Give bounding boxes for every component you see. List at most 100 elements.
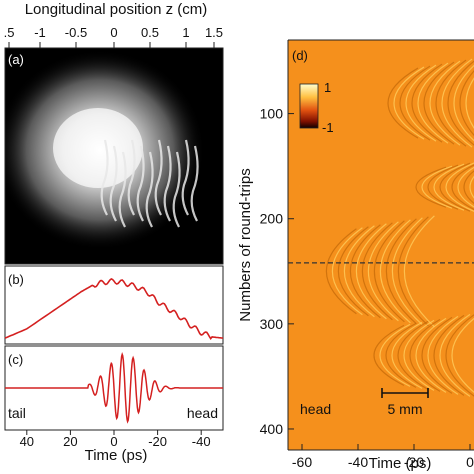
panel-d-fringe bbox=[421, 165, 453, 209]
panel-d-image bbox=[288, 40, 474, 450]
panel-a-xlabel: Longitudinal position z (cm) bbox=[25, 1, 208, 18]
panel-d-xtick-label: -40 bbox=[348, 454, 368, 470]
panel-a-streak bbox=[145, 151, 154, 228]
panel-c-series-line bbox=[5, 352, 223, 424]
panel-d-xtick-label: 0 bbox=[466, 454, 474, 470]
panel-d-fringe bbox=[433, 163, 465, 211]
panel-a-streak bbox=[163, 145, 172, 222]
panel-d-fringe bbox=[447, 60, 474, 146]
panel-a-tick-label: 0.5 bbox=[141, 25, 159, 40]
panel-d-fringe bbox=[439, 162, 471, 212]
panel-d-fringe bbox=[451, 317, 474, 393]
panel-d-fringe bbox=[337, 226, 369, 317]
panel-d-fringe bbox=[325, 228, 357, 315]
panel-c-annotation-head: head bbox=[187, 405, 218, 421]
panel-d-fringe bbox=[367, 221, 399, 322]
panel-d-colorbar bbox=[299, 83, 319, 129]
panel-a-streak bbox=[154, 139, 163, 216]
panel-d-y-ticks: 100 200 300 400 bbox=[260, 106, 294, 437]
panel-d-scale-bar bbox=[381, 388, 429, 398]
panel-d-ytick-label: 400 bbox=[260, 421, 284, 437]
panel-c-tick-label: 20 bbox=[63, 434, 77, 449]
panel-a-tick-label: 1 bbox=[182, 25, 189, 40]
panel-d-xtick-label: -60 bbox=[292, 454, 312, 470]
panel-a-streak bbox=[190, 145, 199, 222]
panel-d-fringe bbox=[399, 65, 431, 141]
panel-a-streak bbox=[118, 151, 127, 228]
panel-a-streak bbox=[109, 145, 118, 222]
panel-d-fringe bbox=[355, 223, 387, 320]
panel-a-streak bbox=[127, 139, 136, 216]
panel-c-x-ticks: 40 20 0 -20 -40 bbox=[20, 430, 211, 449]
panel-a-streak bbox=[136, 145, 145, 222]
panel-d-fringe bbox=[349, 224, 381, 319]
panel-d-fringe bbox=[379, 323, 411, 387]
panel-a-tick-label: -1 bbox=[34, 25, 46, 40]
panel-d-fringe bbox=[415, 317, 447, 393]
panel-d-scale-bar-label: 5 mm bbox=[388, 401, 423, 417]
panel-d-fringe bbox=[463, 170, 474, 204]
panel-d-fringe bbox=[453, 64, 474, 142]
panel-b-series-line bbox=[4, 277, 224, 340]
panel-a-tick-label: 0 bbox=[110, 25, 117, 40]
panel-d-colorbar-max: 1 bbox=[324, 80, 331, 95]
panel-a-tick-label: -0.5 bbox=[65, 25, 87, 40]
panel-a-image bbox=[5, 48, 223, 264]
panel-d-fringe bbox=[435, 59, 467, 147]
panel-d-fringe bbox=[391, 217, 423, 326]
panel-d-fringe bbox=[397, 320, 429, 390]
panel-d-fringe bbox=[391, 321, 423, 389]
panel-d-fringe bbox=[427, 164, 459, 210]
panel-d-ylabel: Numbers of round-trips bbox=[237, 168, 254, 321]
panel-d-fringe bbox=[403, 215, 435, 328]
panel-d-xtick-label: -20 bbox=[404, 454, 424, 470]
panel-d-fringe bbox=[409, 318, 441, 392]
panel-d-fringe bbox=[451, 164, 474, 211]
panel-d-fringe bbox=[403, 319, 435, 391]
panel-a-streak bbox=[181, 139, 190, 216]
panel-c-tick-label: -20 bbox=[148, 434, 167, 449]
panel-d-fringe bbox=[373, 220, 405, 323]
panel-d-ytick-label: 300 bbox=[260, 316, 284, 332]
panel-a-tick-label: .5 bbox=[4, 25, 15, 40]
panel-a-streak bbox=[172, 151, 181, 228]
panel-d-fringe bbox=[415, 166, 447, 208]
panel-d-xlabel: Time (ps) bbox=[369, 455, 432, 472]
panel-d-fringe bbox=[411, 63, 443, 143]
panel-d-fringe bbox=[441, 58, 473, 148]
panel-d-fringe bbox=[405, 64, 437, 142]
panel-c-label: (c) bbox=[8, 352, 23, 367]
panel-d-fringe bbox=[343, 225, 375, 318]
panel-d-fringe bbox=[445, 314, 474, 397]
panel-a-tick-label: 1.5 bbox=[205, 25, 223, 40]
panel-d-fringe bbox=[379, 219, 411, 324]
panel-d-fringe bbox=[439, 313, 471, 397]
panel-d-fringe bbox=[361, 222, 393, 321]
panel-d-fringe bbox=[393, 66, 425, 140]
panel-d-fringe bbox=[421, 316, 453, 394]
panel-d-ytick-label: 100 bbox=[260, 106, 284, 122]
panel-b-label: (b) bbox=[8, 272, 24, 287]
panel-c-tick-label: 0 bbox=[110, 434, 117, 449]
panel-d-fringe bbox=[429, 60, 461, 146]
panel-d-fringe bbox=[459, 70, 474, 136]
panel-d-fringe bbox=[423, 61, 455, 145]
panel-d-fringe bbox=[387, 67, 419, 139]
panel-d-fringe bbox=[385, 218, 417, 325]
panel-c-tick-label: 40 bbox=[20, 434, 34, 449]
panel-d-fringe bbox=[469, 175, 474, 199]
panel-a-label: (a) bbox=[8, 52, 24, 67]
panel-d-fringe bbox=[397, 216, 429, 327]
panel-a-frame bbox=[4, 47, 224, 265]
panel-d-fringe bbox=[385, 322, 417, 388]
panel-d-ytick-label: 200 bbox=[260, 211, 284, 227]
panel-d-annotation-head: head bbox=[300, 401, 331, 417]
panel-d-x-ticks: -60 -40 -20 0 bbox=[292, 444, 474, 470]
panel-d-colorbar-min: -1 bbox=[322, 120, 334, 135]
panel-a-x-ticks: .5 -1 -0.5 0 0.5 1 1.5 bbox=[4, 25, 223, 48]
panel-b-frame bbox=[4, 265, 224, 345]
panel-d-fringe bbox=[433, 314, 465, 396]
panel-d-fringe bbox=[445, 162, 474, 212]
panel-d-fringe bbox=[331, 227, 363, 316]
